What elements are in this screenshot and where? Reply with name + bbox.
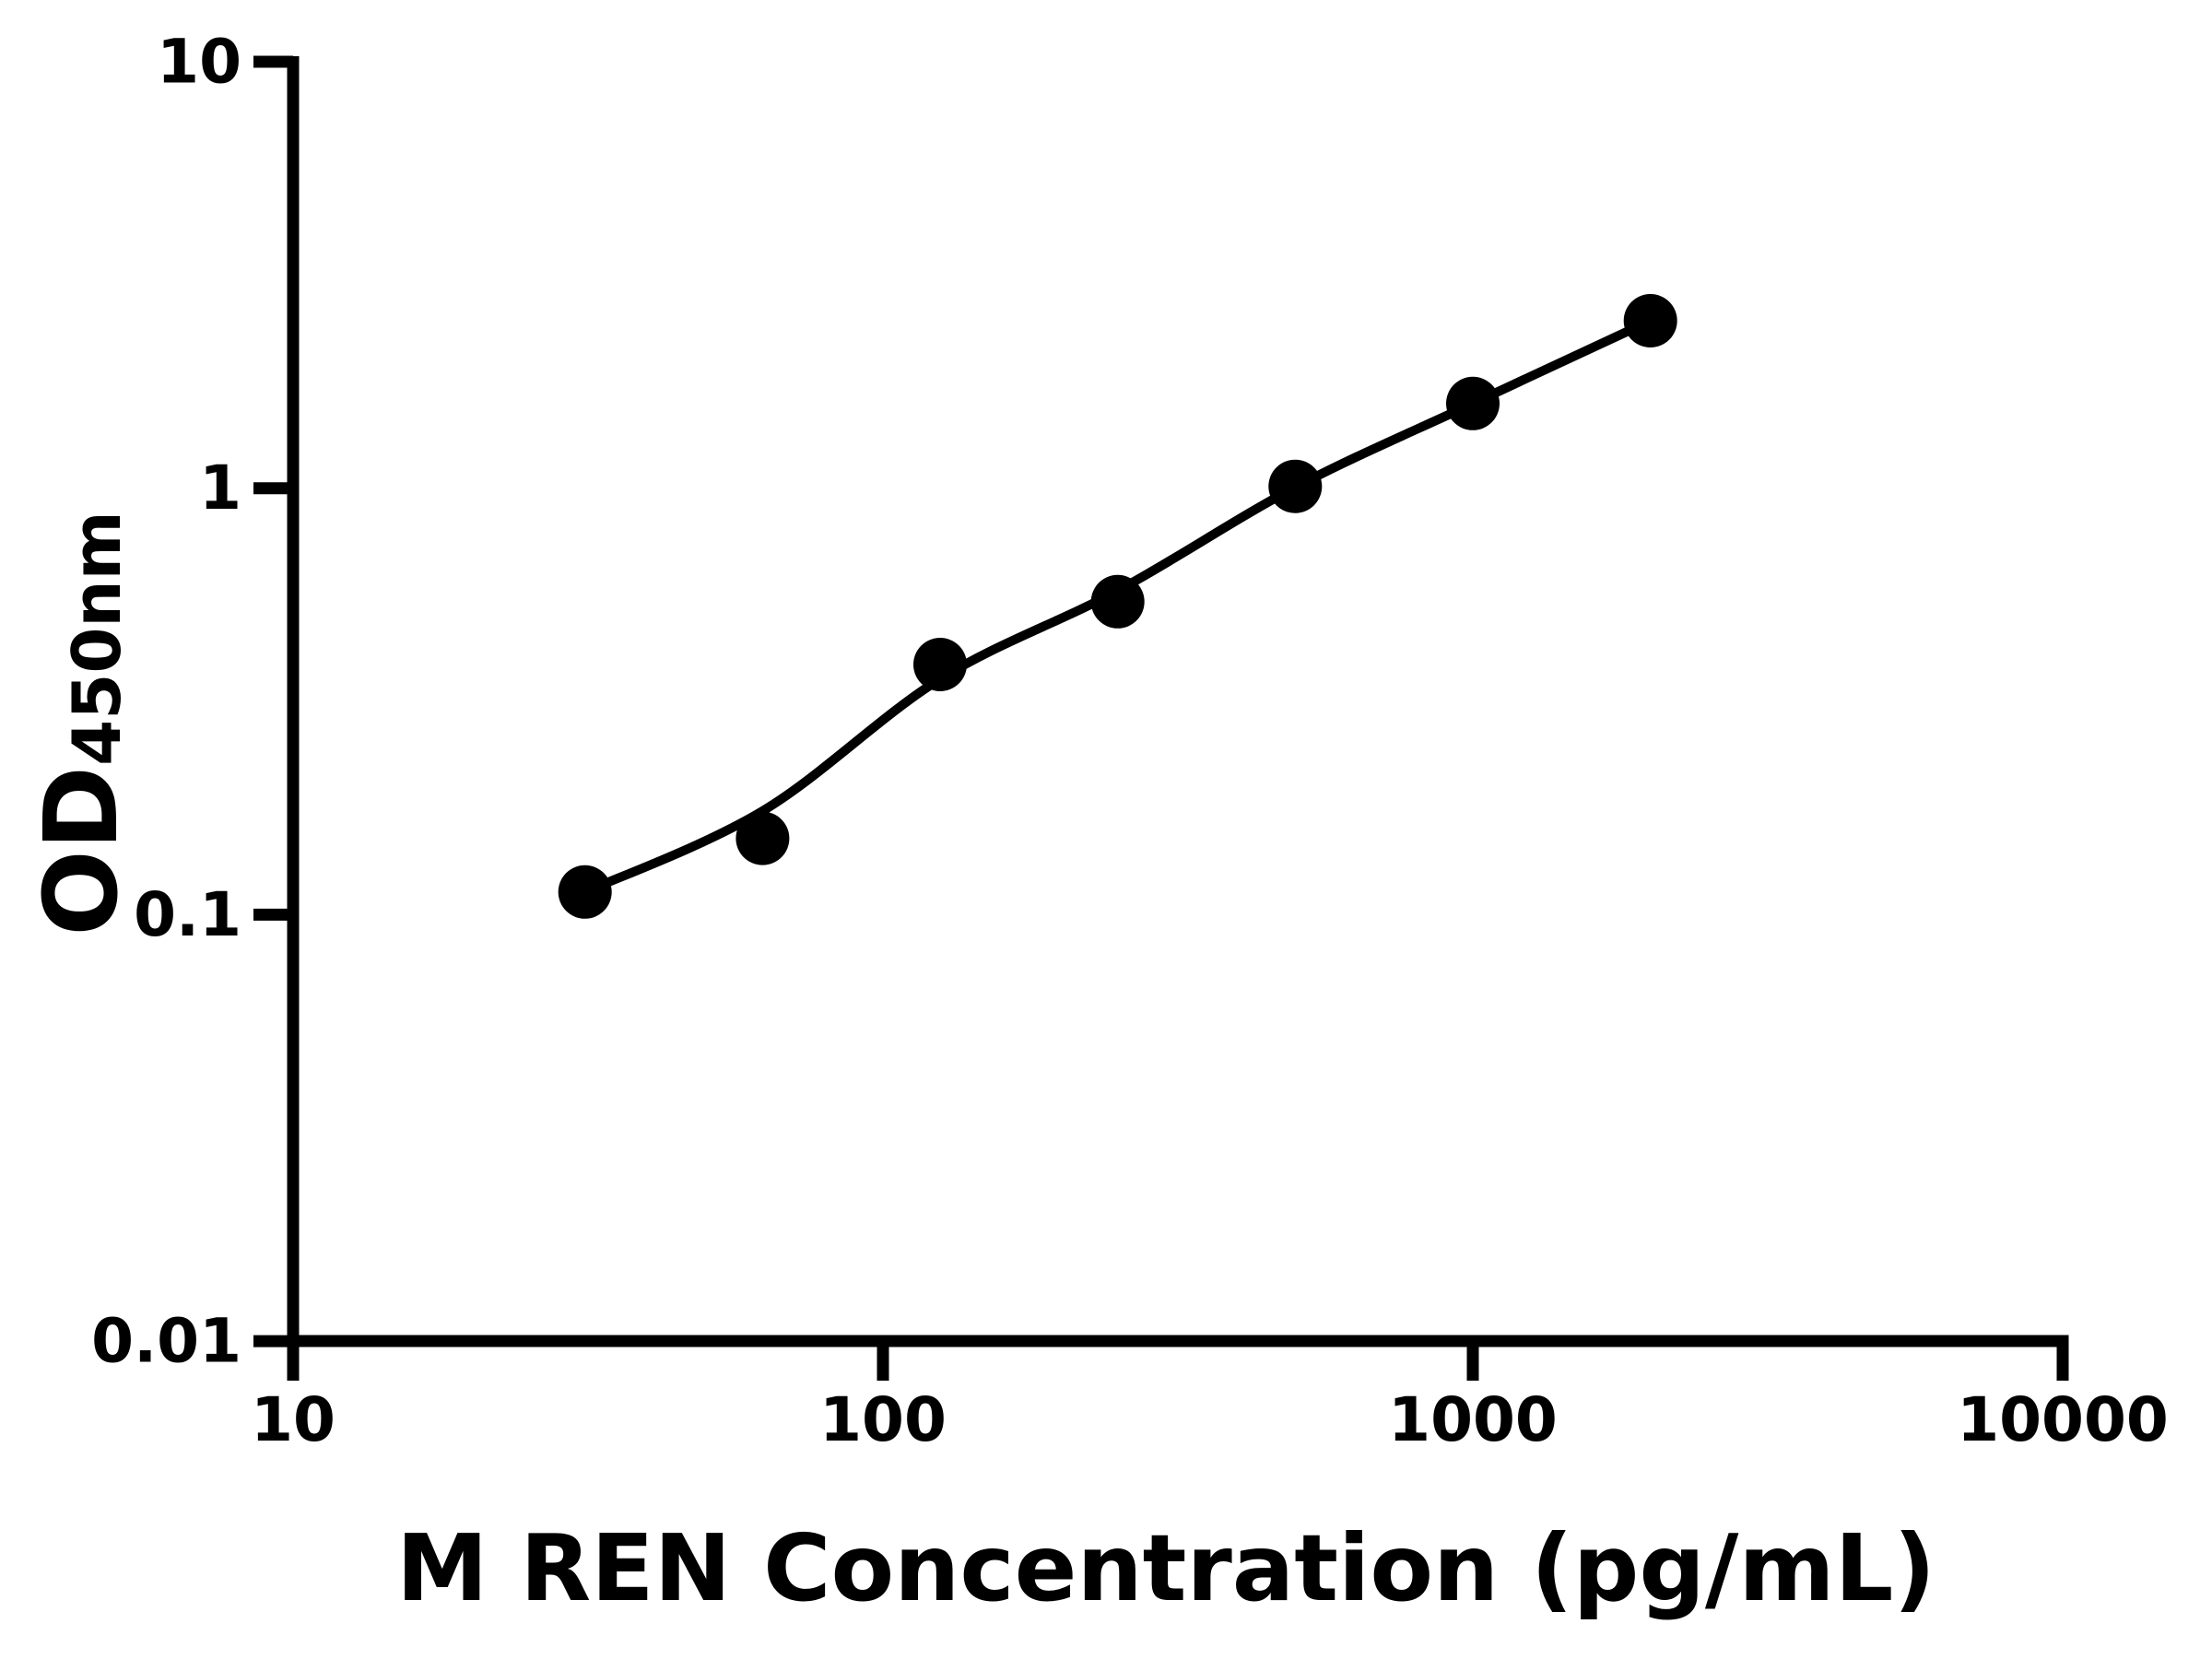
y-tick-label: 0.01: [91, 1306, 241, 1377]
data-point: [1268, 459, 1323, 513]
y-axis-title: OD450nm: [22, 511, 140, 935]
data-point: [913, 638, 967, 691]
data-point: [558, 865, 612, 919]
data-point: [1090, 574, 1145, 629]
y-tick-label: 1: [199, 453, 241, 524]
x-tick-label: 10: [251, 1384, 335, 1455]
x-tick-label: 10000: [1957, 1384, 2169, 1455]
y-axis-title-main: OD: [22, 765, 140, 936]
data-point: [735, 811, 790, 865]
x-tick-label: 100: [819, 1384, 947, 1455]
data-point: [1446, 376, 1500, 430]
x-tick-label: 1000: [1388, 1384, 1558, 1455]
x-axis-title: M REN Concentration (pg/mL): [395, 1514, 1936, 1622]
y-axis-title-subscript: 450nm: [58, 511, 136, 766]
y-tick-label: 10: [157, 27, 241, 98]
y-tick-label: 0.1: [134, 879, 241, 950]
data-point: [1623, 294, 1677, 347]
